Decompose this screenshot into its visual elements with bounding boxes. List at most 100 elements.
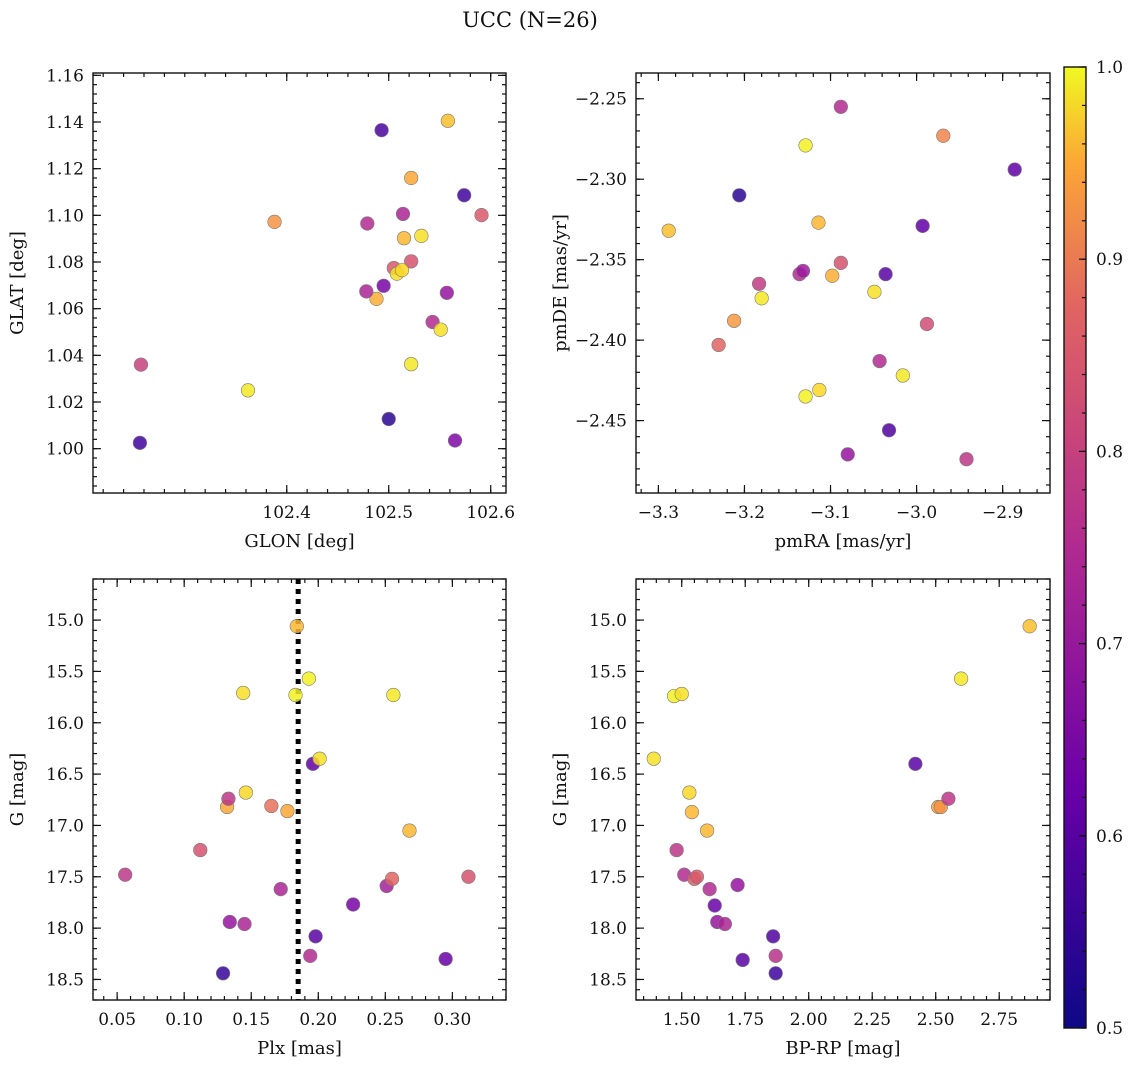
scatter-point — [661, 223, 676, 238]
scatter-point — [280, 803, 295, 819]
y-tick-label: 18.0 — [589, 919, 627, 939]
scatter-point — [264, 798, 279, 814]
x-tick-label: −3.2 — [724, 503, 765, 523]
scatter-point — [798, 389, 813, 404]
y-tick-label: −2.35 — [575, 251, 627, 271]
x-tick-label: 0.20 — [299, 1010, 337, 1030]
colorbar-frame — [1063, 66, 1087, 1029]
y-axis-label: G [mag] — [550, 753, 571, 826]
scatter-point — [908, 756, 923, 771]
scatter-point — [414, 228, 429, 243]
y-tick-label: 16.0 — [46, 714, 84, 734]
x-tick-label: 0.10 — [165, 1010, 203, 1030]
y-tick-label: 1.10 — [46, 206, 84, 226]
scatter-point — [118, 867, 133, 882]
scatter-point — [394, 263, 410, 278]
scatter-point — [646, 751, 661, 766]
scatter-point — [812, 382, 827, 398]
scatter-point — [381, 411, 396, 427]
figure-title: UCC (N=26) — [462, 8, 598, 32]
scatter-point — [684, 804, 699, 820]
y-tick-label: 15.5 — [589, 662, 627, 682]
y-tick-label: 17.5 — [589, 868, 627, 888]
scatter-point — [215, 966, 231, 981]
x-tick-label: 2.25 — [853, 1010, 891, 1030]
x-axis-label: Plx [mas] — [257, 1038, 342, 1059]
y-tick-label: 15.0 — [589, 611, 627, 631]
scatter-point — [936, 128, 951, 143]
scatter-panel-1: 102.4 102.5 102.6 1.00 1.02 1.04 1.06 1.08 1.10 1… — [7, 66, 515, 552]
y-tick-label: 16.0 — [589, 714, 627, 734]
y-tick-label: −2.25 — [575, 90, 627, 110]
scatter-point — [878, 267, 893, 282]
scatter-point — [700, 823, 715, 838]
x-tick-label: 0.15 — [232, 1010, 270, 1030]
scatter-point — [193, 842, 208, 858]
scatter-point — [669, 842, 684, 858]
axes-frame — [92, 578, 507, 1001]
y-tick-label: 15.5 — [46, 662, 84, 682]
y-tick-label: 15.0 — [46, 611, 84, 631]
scatter-point — [872, 353, 887, 369]
scatter-point — [798, 138, 813, 153]
scatter-point — [474, 208, 489, 223]
scatter-point — [404, 357, 419, 372]
scatter-panel-3: 0.05 0.10 0.15 0.20 0.25 0.30 15.0 15.5 16.0 16.5… — [7, 578, 507, 1059]
scatter-point — [825, 268, 840, 283]
scatter-point — [919, 316, 935, 332]
x-tick-label: 0.25 — [366, 1010, 404, 1030]
scatter-point — [439, 285, 454, 300]
scatter-point — [954, 671, 969, 686]
scatter-point — [447, 433, 463, 448]
y-tick-label: 17.0 — [589, 816, 627, 836]
scatter-point — [727, 313, 742, 328]
x-tick-label: −3.0 — [896, 503, 937, 523]
colorbar-tick-label: 0.8 — [1096, 442, 1123, 462]
y-axis-label: G [mag] — [7, 753, 28, 826]
x-tick-label: 1.75 — [726, 1010, 764, 1030]
colorbar-tick-label: 1.0 — [1096, 58, 1123, 78]
x-tick-label: 2.50 — [917, 1010, 955, 1030]
scatter-point — [461, 869, 476, 884]
y-tick-label: −2.45 — [575, 412, 627, 432]
scatter-point — [438, 951, 453, 967]
scatter-point — [702, 882, 717, 897]
scatter-point — [732, 188, 747, 203]
scatter-point — [395, 206, 411, 222]
scatter-panel-4: 1.50 1.75 2.00 2.25 2.50 2.75 15.0 15.5 16.0 16.5… — [550, 578, 1051, 1059]
scatter-point — [303, 948, 318, 963]
colorbar-tick-label: 0.7 — [1096, 635, 1123, 655]
scatter-point — [386, 687, 401, 703]
x-tick-label: −3.1 — [810, 503, 851, 523]
x-tick-label: 102.4 — [262, 503, 311, 523]
scatter-point — [404, 254, 419, 269]
scatter-point — [689, 869, 705, 884]
y-tick-label: 1.02 — [46, 393, 84, 413]
y-tick-label: 1.06 — [46, 300, 84, 320]
y-axis-label: pmDE [mas/yr] — [550, 214, 571, 352]
scatter-point — [1022, 619, 1037, 634]
x-axis-label: GLON [deg] — [244, 531, 354, 552]
scatter-point — [288, 687, 303, 703]
y-tick-label: −2.40 — [575, 331, 627, 351]
panels: 102.4 102.5 102.6 1.00 1.02 1.04 1.06 1.08 1.10 1… — [7, 66, 1051, 1059]
y-tick-label: 1.04 — [46, 346, 84, 366]
y-tick-label: 1.00 — [46, 440, 84, 460]
y-tick-label: 1.16 — [46, 66, 84, 86]
x-tick-label: −2.9 — [982, 503, 1023, 523]
scatter-point — [811, 215, 826, 230]
scatter-point — [674, 686, 689, 702]
scatter-point — [915, 218, 930, 233]
y-tick-label: 17.5 — [46, 868, 84, 888]
colorbar-gradient — [1064, 67, 1086, 1028]
scatter-point — [735, 952, 750, 968]
scatter-point — [707, 898, 722, 913]
scatter-point — [404, 170, 419, 186]
scatter-point — [840, 447, 855, 462]
scatter-point — [440, 113, 455, 128]
scatter-point — [959, 452, 974, 467]
scatter-point — [457, 188, 472, 203]
y-tick-label: 16.5 — [46, 765, 84, 785]
scatter-point — [795, 263, 811, 279]
